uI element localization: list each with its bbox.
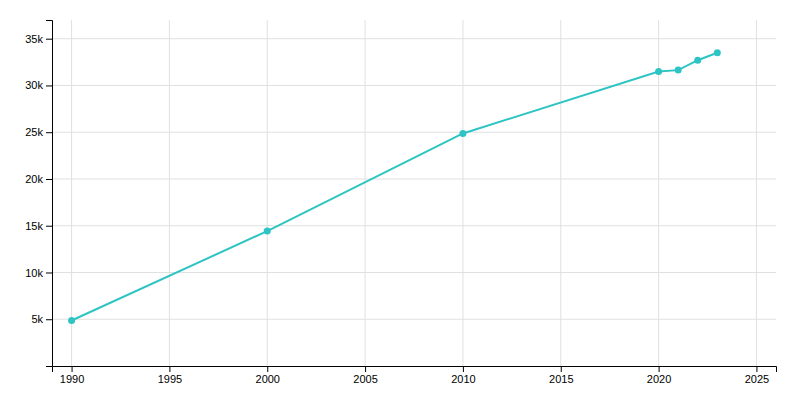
tick: 1995: [158, 366, 182, 385]
point: [459, 130, 466, 137]
grid-line: [365, 20, 366, 366]
tick-mark: [46, 132, 52, 133]
tick-label: 1990: [60, 373, 84, 385]
grid-line: [52, 85, 776, 86]
line: [72, 53, 718, 321]
tick-label: 1995: [158, 373, 182, 385]
marks: [68, 49, 721, 324]
grid-line: [52, 225, 776, 226]
point: [655, 68, 662, 75]
grid-line: [52, 319, 776, 320]
grid-line: [462, 20, 463, 366]
tick: 2015: [549, 366, 573, 385]
x-axis: 1990 1995 2000 2005 2010 2015 2020 2025: [53, 366, 777, 385]
tick-mark: [561, 366, 562, 372]
tick-label: 2005: [353, 373, 377, 385]
tick-mark: [46, 226, 52, 227]
point: [675, 67, 682, 74]
tick: 25k: [25, 126, 52, 138]
y-axis: 5k 10k 15k 20k 25k 30k 35k: [25, 21, 52, 367]
point: [714, 49, 721, 56]
tick-label: 20k: [25, 173, 43, 185]
tick-label: 25k: [25, 126, 43, 138]
plot: 1990 1995 2000 2005 2010 2015 2020 2025 5k 10k 15k…: [25, 20, 776, 385]
grid-line: [52, 178, 776, 179]
tick-mark: [659, 366, 660, 372]
tick-label: 2020: [647, 373, 671, 385]
tick-mark: [46, 319, 52, 320]
grid: [52, 20, 776, 366]
tick-mark: [756, 366, 757, 372]
tick-mark: [267, 366, 268, 372]
tick: 30k: [25, 79, 52, 91]
axis-line: [53, 367, 777, 373]
point: [68, 317, 75, 324]
tick: 2010: [451, 366, 475, 385]
grid-line: [756, 20, 757, 366]
tick-label: 35k: [25, 33, 43, 45]
point: [694, 57, 701, 64]
tick: 35k: [25, 33, 52, 45]
tick-label: 2010: [451, 373, 475, 385]
tick-label: 10k: [25, 267, 43, 279]
tick-label: 5k: [31, 313, 43, 325]
tick-mark: [46, 85, 52, 86]
point: [264, 228, 271, 235]
grid-line: [267, 20, 268, 366]
tick: 10k: [25, 267, 52, 279]
tick-label: 30k: [25, 79, 43, 91]
chart: 1990 1995 2000 2005 2010 2015 2020 2025 5k 10k 15k…: [0, 0, 800, 400]
tick-mark: [46, 179, 52, 180]
grid-line: [52, 132, 776, 133]
tick-mark: [46, 39, 52, 40]
tick: 2005: [353, 366, 377, 385]
tick-mark: [46, 272, 52, 273]
tick-mark: [365, 366, 366, 372]
tick-label: 2000: [256, 373, 280, 385]
tick-mark: [169, 366, 170, 372]
tick: 2000: [256, 366, 280, 385]
tick: 2020: [647, 366, 671, 385]
grid-line: [560, 20, 561, 366]
tick: 15k: [25, 220, 52, 232]
tick: 1990: [60, 366, 84, 385]
tick-mark: [72, 366, 73, 372]
tick-label: 2015: [549, 373, 573, 385]
tick-label: 15k: [25, 220, 43, 232]
grid-line: [52, 272, 776, 273]
tick-label: 2025: [745, 373, 769, 385]
tick: 20k: [25, 173, 52, 185]
tick: 2025: [745, 366, 769, 385]
grid-line: [52, 38, 776, 39]
grid-line: [71, 20, 72, 366]
grid-line: [169, 20, 170, 366]
axis-line: [46, 21, 53, 367]
tick: 5k: [31, 313, 52, 325]
tick-mark: [463, 366, 464, 372]
